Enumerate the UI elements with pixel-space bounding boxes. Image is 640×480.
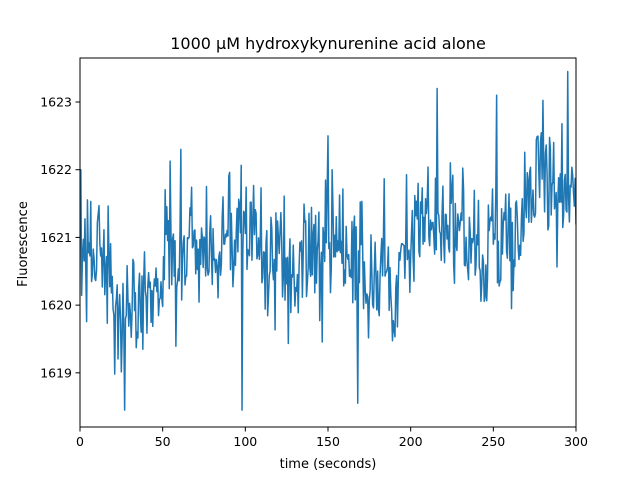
x-tick-label: 50 (155, 434, 171, 449)
x-tick-label: 200 (399, 434, 423, 449)
x-tick-label: 250 (481, 434, 505, 449)
y-axis-label: Fluorescence (16, 201, 31, 287)
y-tick-label: 1621 (40, 230, 72, 245)
x-tick-label: 0 (76, 434, 84, 449)
y-tick-label: 1619 (40, 365, 72, 380)
y-tick-label: 1620 (40, 298, 72, 313)
x-tick-label: 100 (233, 434, 257, 449)
y-tick-label: 1623 (40, 95, 72, 110)
y-tick-label: 1622 (40, 162, 72, 177)
series-line (80, 70, 576, 411)
chart-title: 1000 μM hydroxykynurenine acid alone (170, 34, 486, 53)
x-tick-label: 150 (316, 434, 340, 449)
x-tick-label: 300 (564, 434, 588, 449)
x-axis-label: time (seconds) (280, 457, 377, 472)
plot-area: 0 50 100 150 200 250 300 1619 1620 1621 1622 1623 (40, 57, 588, 449)
